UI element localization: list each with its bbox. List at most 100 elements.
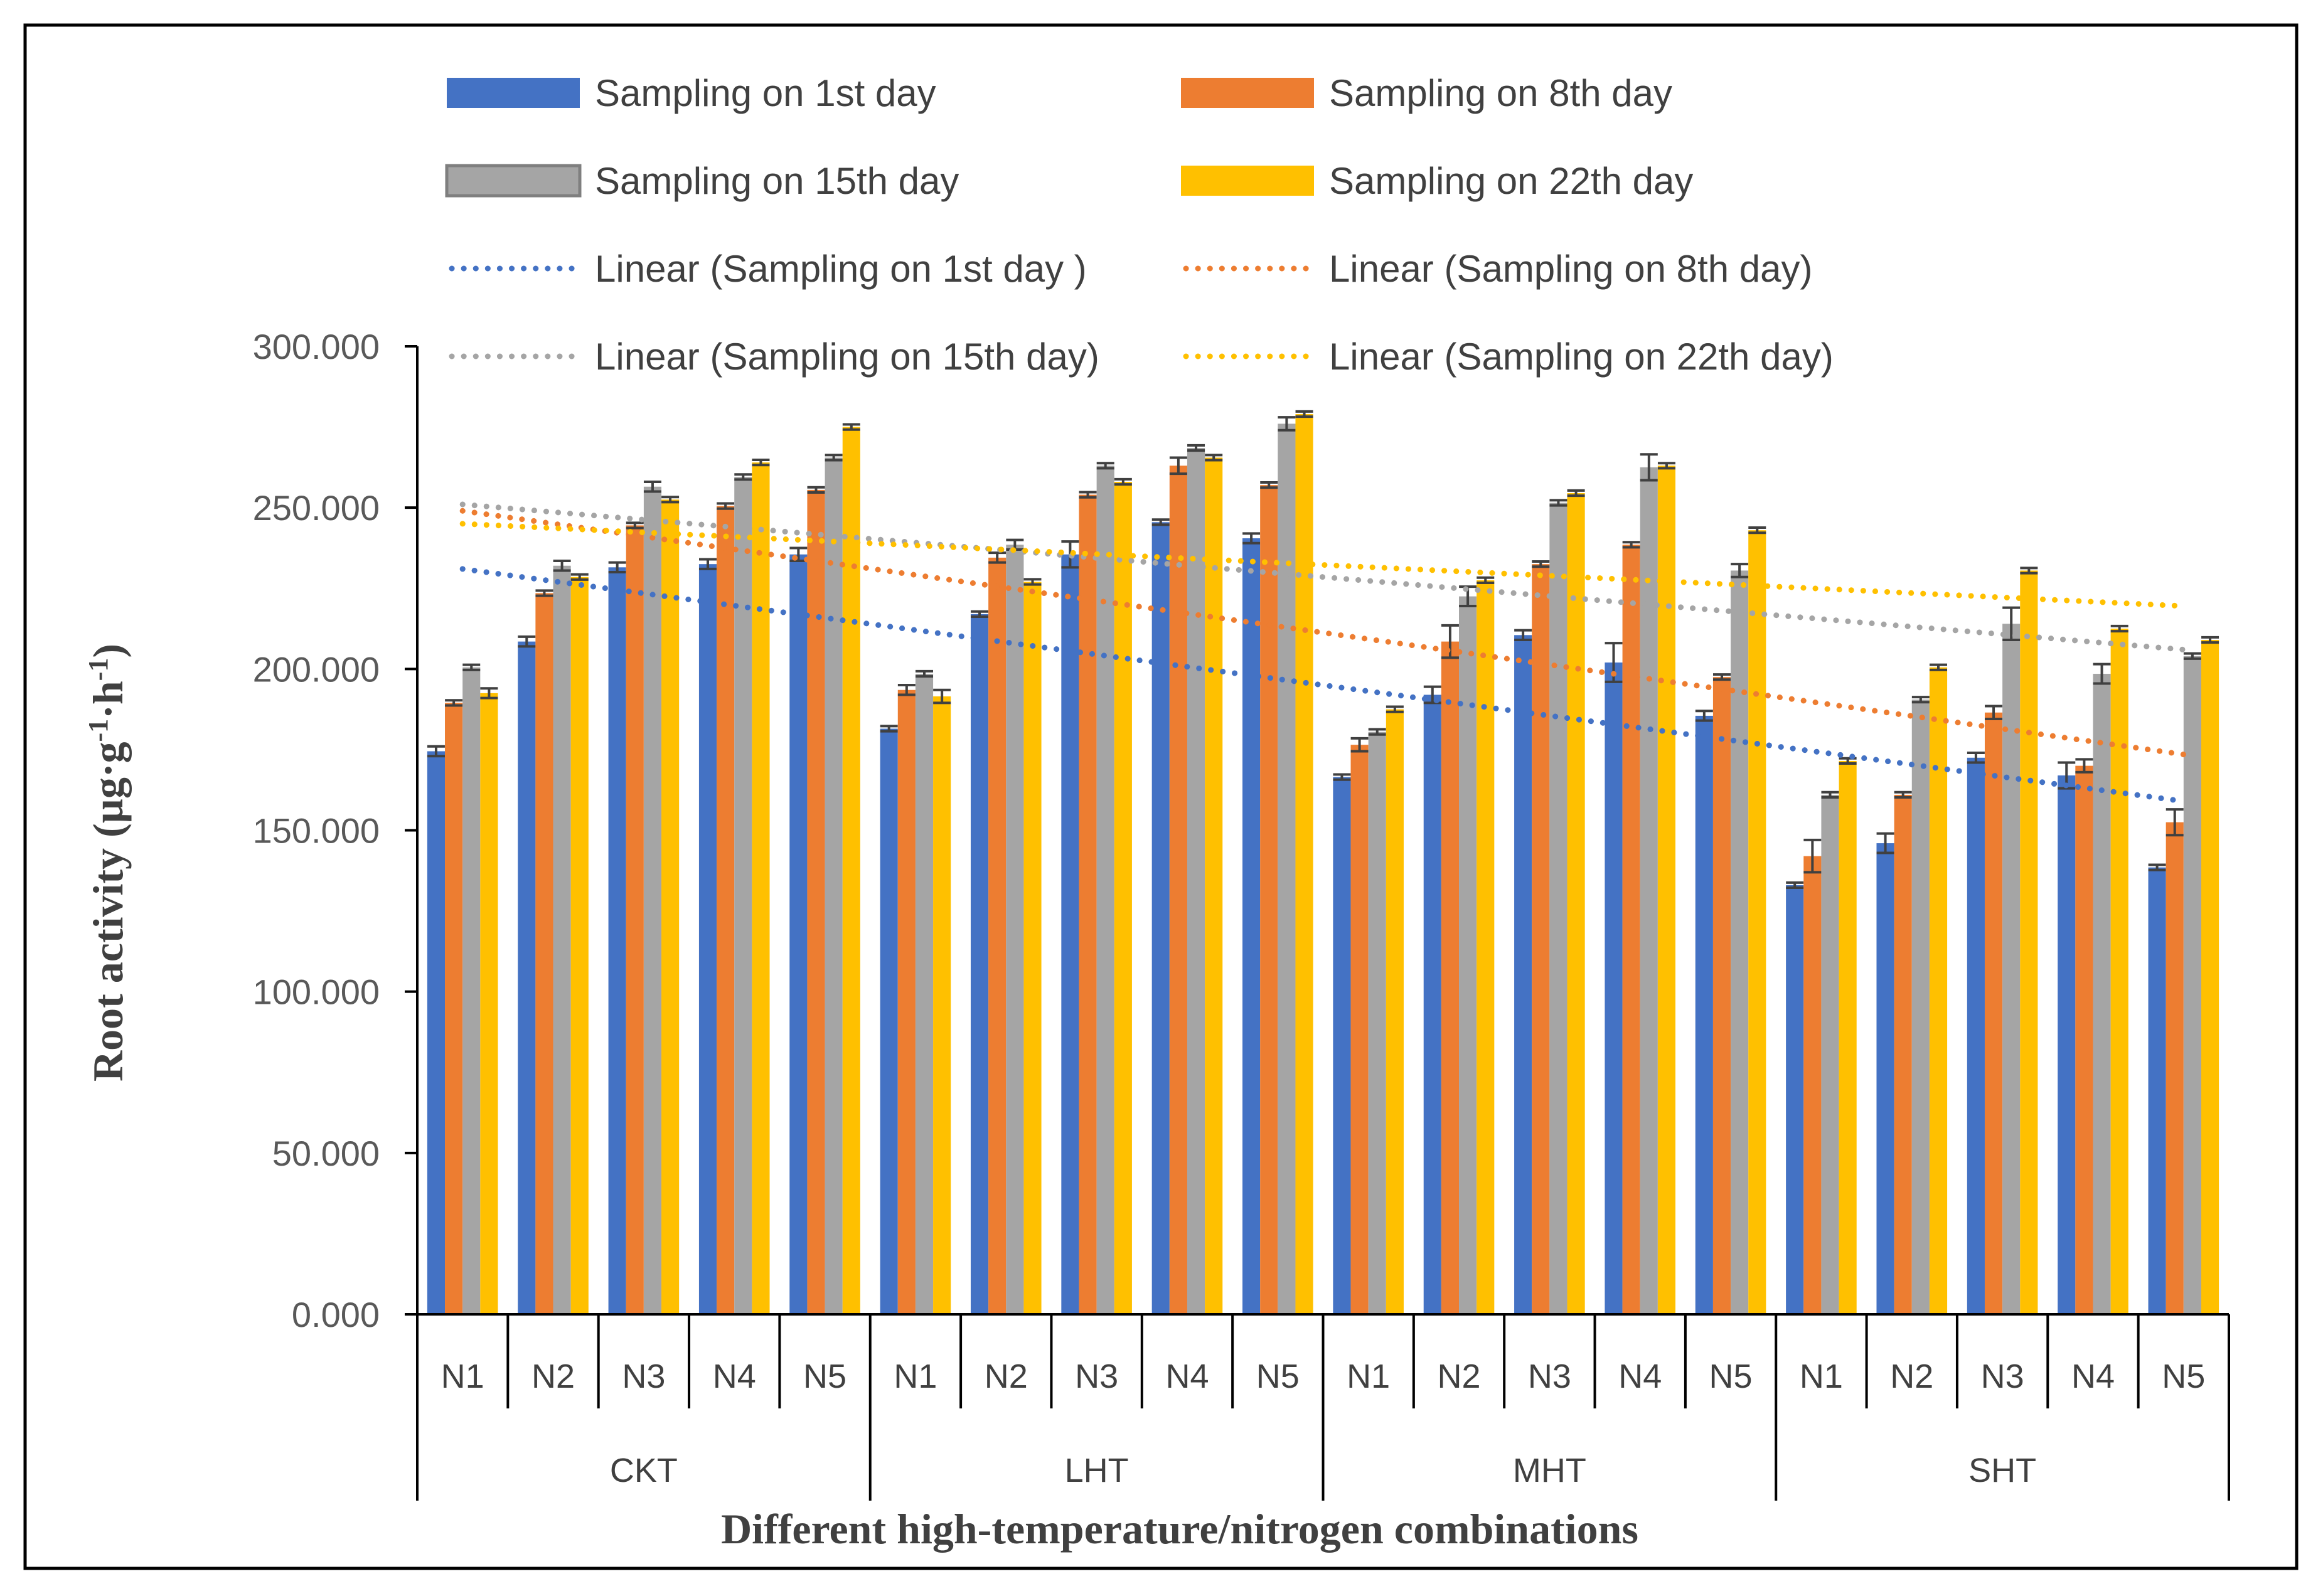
category-label: N2 bbox=[1890, 1358, 1933, 1395]
bar bbox=[2075, 765, 2093, 1314]
legend-label: Linear (Sampling on 15th day) bbox=[595, 336, 1099, 378]
bar bbox=[2002, 624, 2021, 1314]
bar bbox=[842, 427, 860, 1315]
group-label: MHT bbox=[1513, 1452, 1586, 1489]
bar bbox=[1567, 493, 1585, 1314]
category-label: N4 bbox=[713, 1358, 756, 1395]
bar bbox=[1386, 709, 1404, 1314]
bar bbox=[1821, 794, 1839, 1314]
bar bbox=[2110, 629, 2128, 1314]
bar bbox=[2058, 775, 2076, 1314]
legend-label: Linear (Sampling on 8th day) bbox=[1329, 248, 1812, 290]
bar bbox=[897, 689, 916, 1314]
bar bbox=[1368, 732, 1386, 1314]
y-tick-label: 250.000 bbox=[253, 488, 380, 528]
legend-label: Sampling on 15th day bbox=[595, 160, 959, 202]
legend-swatch bbox=[1181, 78, 1314, 108]
legend-label: Sampling on 1st day bbox=[595, 72, 936, 114]
y-axis-title-base: Root activity (µg·g bbox=[84, 742, 132, 1082]
bar bbox=[717, 506, 735, 1314]
legend-label: Sampling on 8th day bbox=[1329, 72, 1672, 114]
bar bbox=[1096, 466, 1114, 1314]
bar bbox=[1061, 554, 1079, 1314]
category-label: N1 bbox=[1800, 1358, 1843, 1395]
bar bbox=[1967, 757, 1985, 1314]
bar bbox=[1350, 745, 1369, 1314]
legend-swatch bbox=[1181, 166, 1314, 196]
bar bbox=[480, 693, 498, 1314]
bar bbox=[1748, 530, 1766, 1315]
category-label: N5 bbox=[803, 1358, 846, 1395]
bar bbox=[1695, 715, 1713, 1314]
category-label: N4 bbox=[1165, 1358, 1209, 1395]
y-tick-label: 300.000 bbox=[253, 327, 380, 366]
bar bbox=[1260, 485, 1278, 1314]
y-tick-label: 150.000 bbox=[253, 811, 380, 851]
bar bbox=[734, 477, 752, 1315]
bar bbox=[933, 696, 951, 1314]
bar bbox=[970, 614, 989, 1314]
trendline bbox=[459, 501, 2187, 652]
bar bbox=[880, 728, 898, 1314]
bar bbox=[1459, 596, 1477, 1314]
bar bbox=[1640, 467, 1658, 1314]
legend-swatch bbox=[447, 78, 580, 108]
bar bbox=[1441, 641, 1460, 1314]
x-axis-title: Different high-temperature/nitrogen comb… bbox=[721, 1505, 1638, 1553]
bar bbox=[2020, 570, 2038, 1314]
bar bbox=[915, 674, 934, 1314]
y-tick-label: 200.000 bbox=[253, 649, 380, 689]
category-label: N5 bbox=[1256, 1358, 1300, 1395]
bar bbox=[445, 703, 463, 1314]
bar bbox=[1169, 466, 1187, 1314]
bar bbox=[1242, 538, 1261, 1314]
y-axis-title: Root activity (µg·g-1·h-1) bbox=[83, 644, 132, 1082]
y-axis-title-exp1: -1 bbox=[83, 719, 114, 742]
bar bbox=[1911, 700, 1930, 1314]
category-label: N4 bbox=[2071, 1358, 2115, 1395]
category-label: N2 bbox=[1438, 1358, 1481, 1395]
category-label: N3 bbox=[1528, 1358, 1571, 1395]
bar bbox=[1803, 856, 1822, 1314]
bar bbox=[807, 489, 825, 1314]
bar bbox=[1657, 466, 1676, 1314]
bar bbox=[518, 641, 536, 1314]
trendline bbox=[459, 521, 2187, 609]
bar bbox=[2148, 867, 2166, 1314]
category-label: N1 bbox=[441, 1358, 484, 1395]
bar bbox=[643, 486, 662, 1314]
bar bbox=[535, 593, 553, 1314]
y-axis-title-mid: ·h bbox=[84, 681, 132, 719]
bar bbox=[2165, 822, 2184, 1314]
bar bbox=[1187, 448, 1205, 1314]
legend-swatch bbox=[445, 164, 582, 198]
legend-label: Linear (Sampling on 22th day) bbox=[1329, 336, 1834, 378]
bar bbox=[2093, 674, 2111, 1314]
y-axis-title-exp2: -1 bbox=[83, 658, 114, 681]
bar bbox=[1006, 545, 1024, 1315]
group-label: CKT bbox=[610, 1452, 678, 1489]
bar bbox=[1151, 522, 1170, 1314]
category-label: N2 bbox=[531, 1358, 575, 1395]
bar bbox=[2183, 656, 2201, 1314]
group-label: LHT bbox=[1065, 1452, 1129, 1489]
group-label: SHT bbox=[1968, 1452, 2036, 1489]
bar bbox=[1205, 457, 1223, 1314]
category-label: N2 bbox=[985, 1358, 1028, 1395]
category-label: N3 bbox=[1981, 1358, 2024, 1395]
category-label: N1 bbox=[894, 1358, 937, 1395]
bar bbox=[1984, 712, 2003, 1314]
trendline bbox=[459, 508, 2187, 758]
bar bbox=[462, 667, 481, 1314]
y-tick-label: 0.000 bbox=[292, 1295, 380, 1334]
bar bbox=[825, 457, 843, 1314]
bar bbox=[1549, 503, 1567, 1314]
bar bbox=[1023, 582, 1042, 1314]
bar bbox=[1731, 570, 1749, 1314]
bar bbox=[661, 499, 680, 1314]
category-label: N3 bbox=[622, 1358, 665, 1395]
bar bbox=[553, 565, 571, 1315]
bar bbox=[789, 554, 808, 1314]
